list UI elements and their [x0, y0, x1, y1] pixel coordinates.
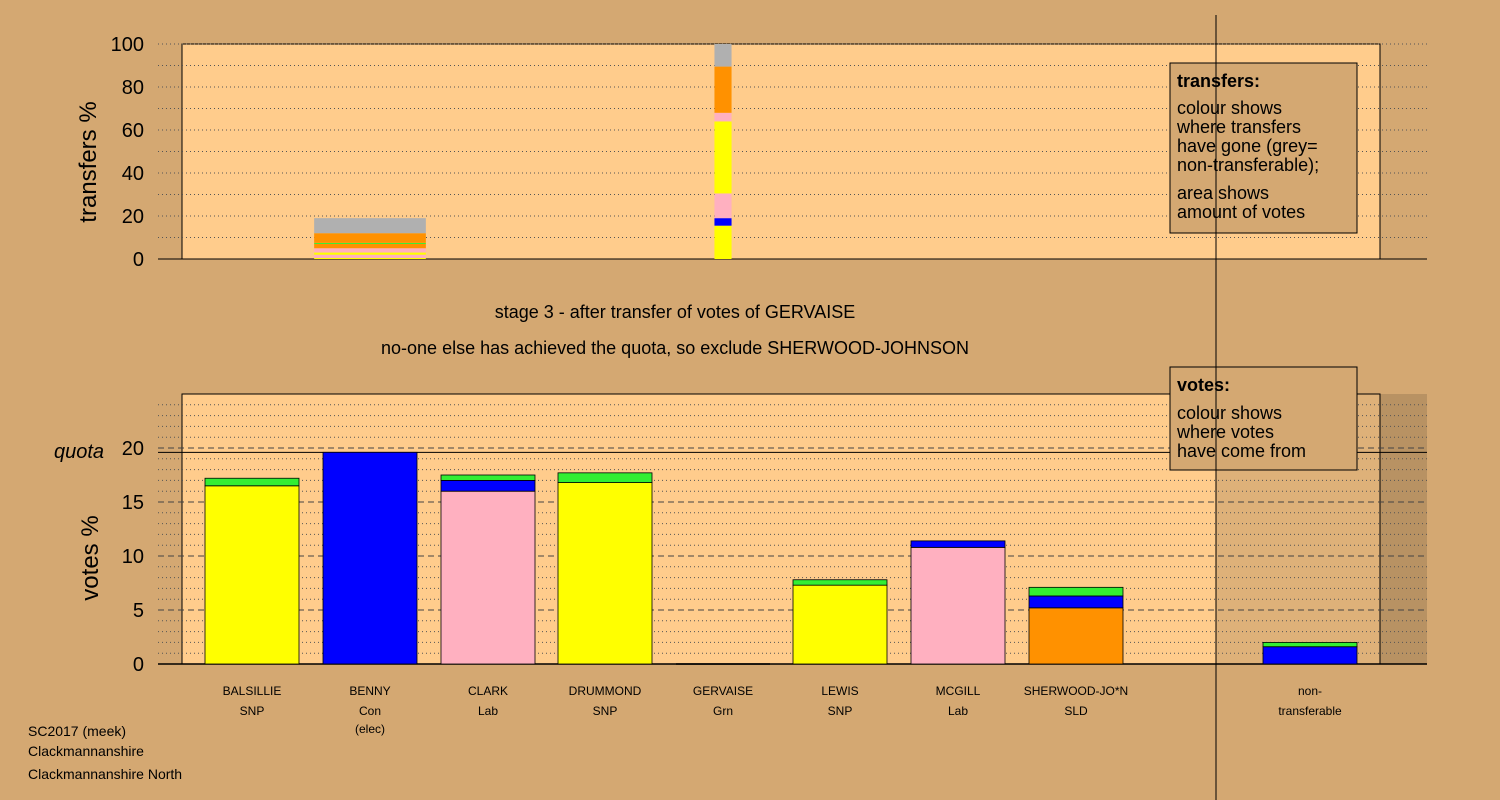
y-tick-label: 10: [122, 546, 144, 568]
candidate-name: BENNY: [349, 684, 390, 698]
candidate-name: BALSILLIE: [223, 684, 282, 698]
transfers-legend: transfers: colour shows where transfers …: [1169, 62, 1358, 234]
y-tick-label: 80: [122, 77, 144, 99]
votes-legend-line: colour shows: [1177, 403, 1282, 423]
transfers-legend-line: where transfers: [1176, 117, 1301, 137]
y-tick-label: 0: [133, 249, 144, 271]
transfer-segment: [314, 257, 426, 259]
vote-segment: [910, 546, 1006, 665]
candidate-party: SNP: [240, 704, 265, 718]
vote-segment: [440, 490, 536, 665]
transfers-bars: [314, 44, 732, 259]
y-tick-label: 20: [122, 206, 144, 228]
vote-segment: [1262, 646, 1358, 665]
transfers-y-ticks: 0 20 40 60 80 100: [111, 34, 144, 271]
vote-segment: [322, 451, 418, 665]
vote-segment: [1262, 642, 1358, 648]
transfers-legend-line: colour shows: [1177, 98, 1282, 118]
transfers-legend-line: non-transferable);: [1177, 155, 1319, 175]
candidate-labels: BALSILLIE SNP BENNY Con (elec) CLARK Lab DRUMMO…: [223, 684, 1129, 736]
candidate-name: SHERWOOD-JO*N: [1024, 684, 1128, 698]
transfer-segment: [314, 218, 426, 234]
candidate-party: SLD: [1064, 704, 1088, 718]
candidate-name: GERVAISE: [693, 684, 753, 698]
vote-segment: [204, 485, 300, 665]
transfer-segment: [314, 233, 426, 243]
vote-segment: [204, 477, 300, 487]
transfer-segment: [314, 243, 426, 249]
y-tick-label: 20: [122, 438, 144, 460]
votes-y-ticks: 0 5 10 15 20: [122, 438, 144, 676]
transfer-segment: [714, 112, 732, 122]
transfer-segment: [714, 121, 732, 194]
vote-segment: [1028, 595, 1124, 609]
candidate-status: (elec): [355, 722, 385, 736]
candidate-name: LEWIS: [821, 684, 858, 698]
votes-legend-title: votes:: [1177, 375, 1230, 395]
y-tick-label: 0: [133, 654, 144, 676]
transfer-segment: [714, 193, 732, 219]
footer-council: Clackmannanshire: [28, 743, 144, 759]
vote-segment: [440, 474, 536, 481]
transfer-segment: [714, 225, 732, 259]
transfer-segment: [714, 218, 732, 226]
votes-legend: votes: colour shows where votes have com…: [1169, 366, 1358, 471]
vote-segment: [792, 584, 888, 665]
candidate-name: DRUMMOND: [569, 684, 642, 698]
vote-segment: [792, 579, 888, 586]
vote-segment: [1028, 586, 1124, 597]
stage-title: stage 3 - after transfer of votes of GER…: [495, 302, 856, 322]
vote-segment: [910, 540, 1006, 548]
candidate-party: Lab: [948, 704, 968, 718]
y-tick-label: 5: [133, 600, 144, 622]
y-tick-label: 60: [122, 120, 144, 142]
non-transferable-label: transferable: [1278, 704, 1342, 718]
quota-label: quota: [54, 441, 104, 463]
votes-legend-line: have come from: [1177, 441, 1306, 461]
transfer-segment: [314, 254, 426, 258]
candidate-party: SNP: [593, 704, 618, 718]
candidate-party: Grn: [713, 704, 733, 718]
candidate-party: Lab: [478, 704, 498, 718]
transfer-segment: [314, 248, 426, 253]
transfer-segment: [314, 242, 426, 244]
vote-segment: [557, 472, 653, 483]
y-tick-label: 40: [122, 163, 144, 185]
transfer-segment: [314, 252, 426, 255]
candidate-name: MCGILL: [936, 684, 981, 698]
votes-bars: [204, 451, 1358, 665]
y-tick-label: 15: [122, 492, 144, 514]
vote-segment: [440, 479, 536, 492]
candidate-party: SNP: [828, 704, 853, 718]
y-tick-label: 100: [111, 34, 144, 56]
transfers-y-axis-label: transfers %: [75, 101, 102, 222]
vote-segment: [1028, 607, 1124, 665]
transfers-legend-line: area shows: [1177, 183, 1269, 203]
vote-segment: [557, 482, 653, 665]
stage-subtitle: no-one else has achieved the quota, so e…: [381, 338, 969, 358]
footer-ward: Clackmannanshire North: [28, 766, 182, 782]
footer-election: SC2017 (meek): [28, 723, 126, 739]
candidate-party: Con: [359, 704, 381, 718]
votes-y-axis-label: votes %: [77, 515, 104, 600]
votes-legend-line: where votes: [1176, 422, 1274, 442]
non-transferable-label: non-: [1298, 684, 1322, 698]
candidate-name: CLARK: [468, 684, 508, 698]
transfer-segment: [714, 44, 732, 67]
transfers-legend-line: amount of votes: [1177, 202, 1305, 222]
transfers-legend-title: transfers:: [1177, 71, 1260, 91]
transfer-segment: [714, 66, 732, 113]
transfers-legend-line: have gone (grey=: [1177, 136, 1318, 156]
